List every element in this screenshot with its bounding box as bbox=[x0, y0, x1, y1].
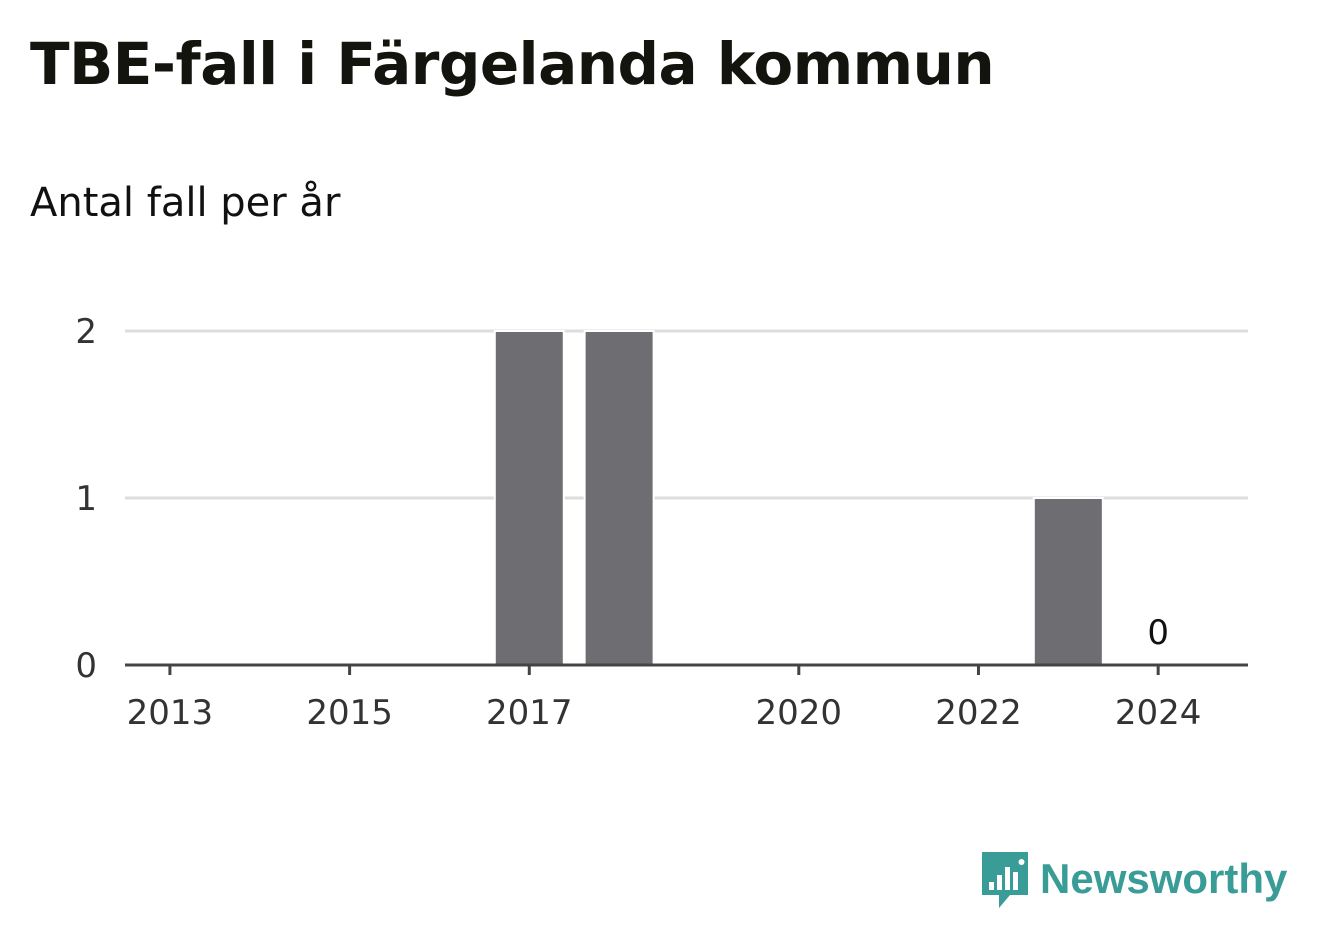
y-tick-label: 0 bbox=[75, 646, 97, 686]
chart-subtitle: Antal fall per år bbox=[30, 180, 341, 226]
bar bbox=[583, 330, 655, 666]
bar-chart-speech-bubble-icon bbox=[982, 852, 1028, 908]
bar bbox=[493, 330, 565, 666]
brand-name: Newsworthy bbox=[1040, 855, 1288, 902]
x-tick-label: 2022 bbox=[935, 693, 1022, 733]
x-tick-label: 2013 bbox=[127, 693, 214, 733]
y-tick-label: 2 bbox=[75, 312, 97, 352]
x-tick-label: 2015 bbox=[306, 693, 393, 733]
y-tick-label: 1 bbox=[75, 479, 97, 519]
chart-title: TBE-fall i Färgelanda kommun bbox=[30, 30, 995, 98]
x-tick-label: 2020 bbox=[756, 693, 843, 733]
data-label: 0 bbox=[1147, 613, 1169, 653]
bar bbox=[1032, 497, 1104, 666]
newsworthy-logo: Newsworthy bbox=[980, 848, 1287, 910]
x-tick-label: 2017 bbox=[486, 693, 573, 733]
x-tick-label: 2024 bbox=[1115, 693, 1202, 733]
